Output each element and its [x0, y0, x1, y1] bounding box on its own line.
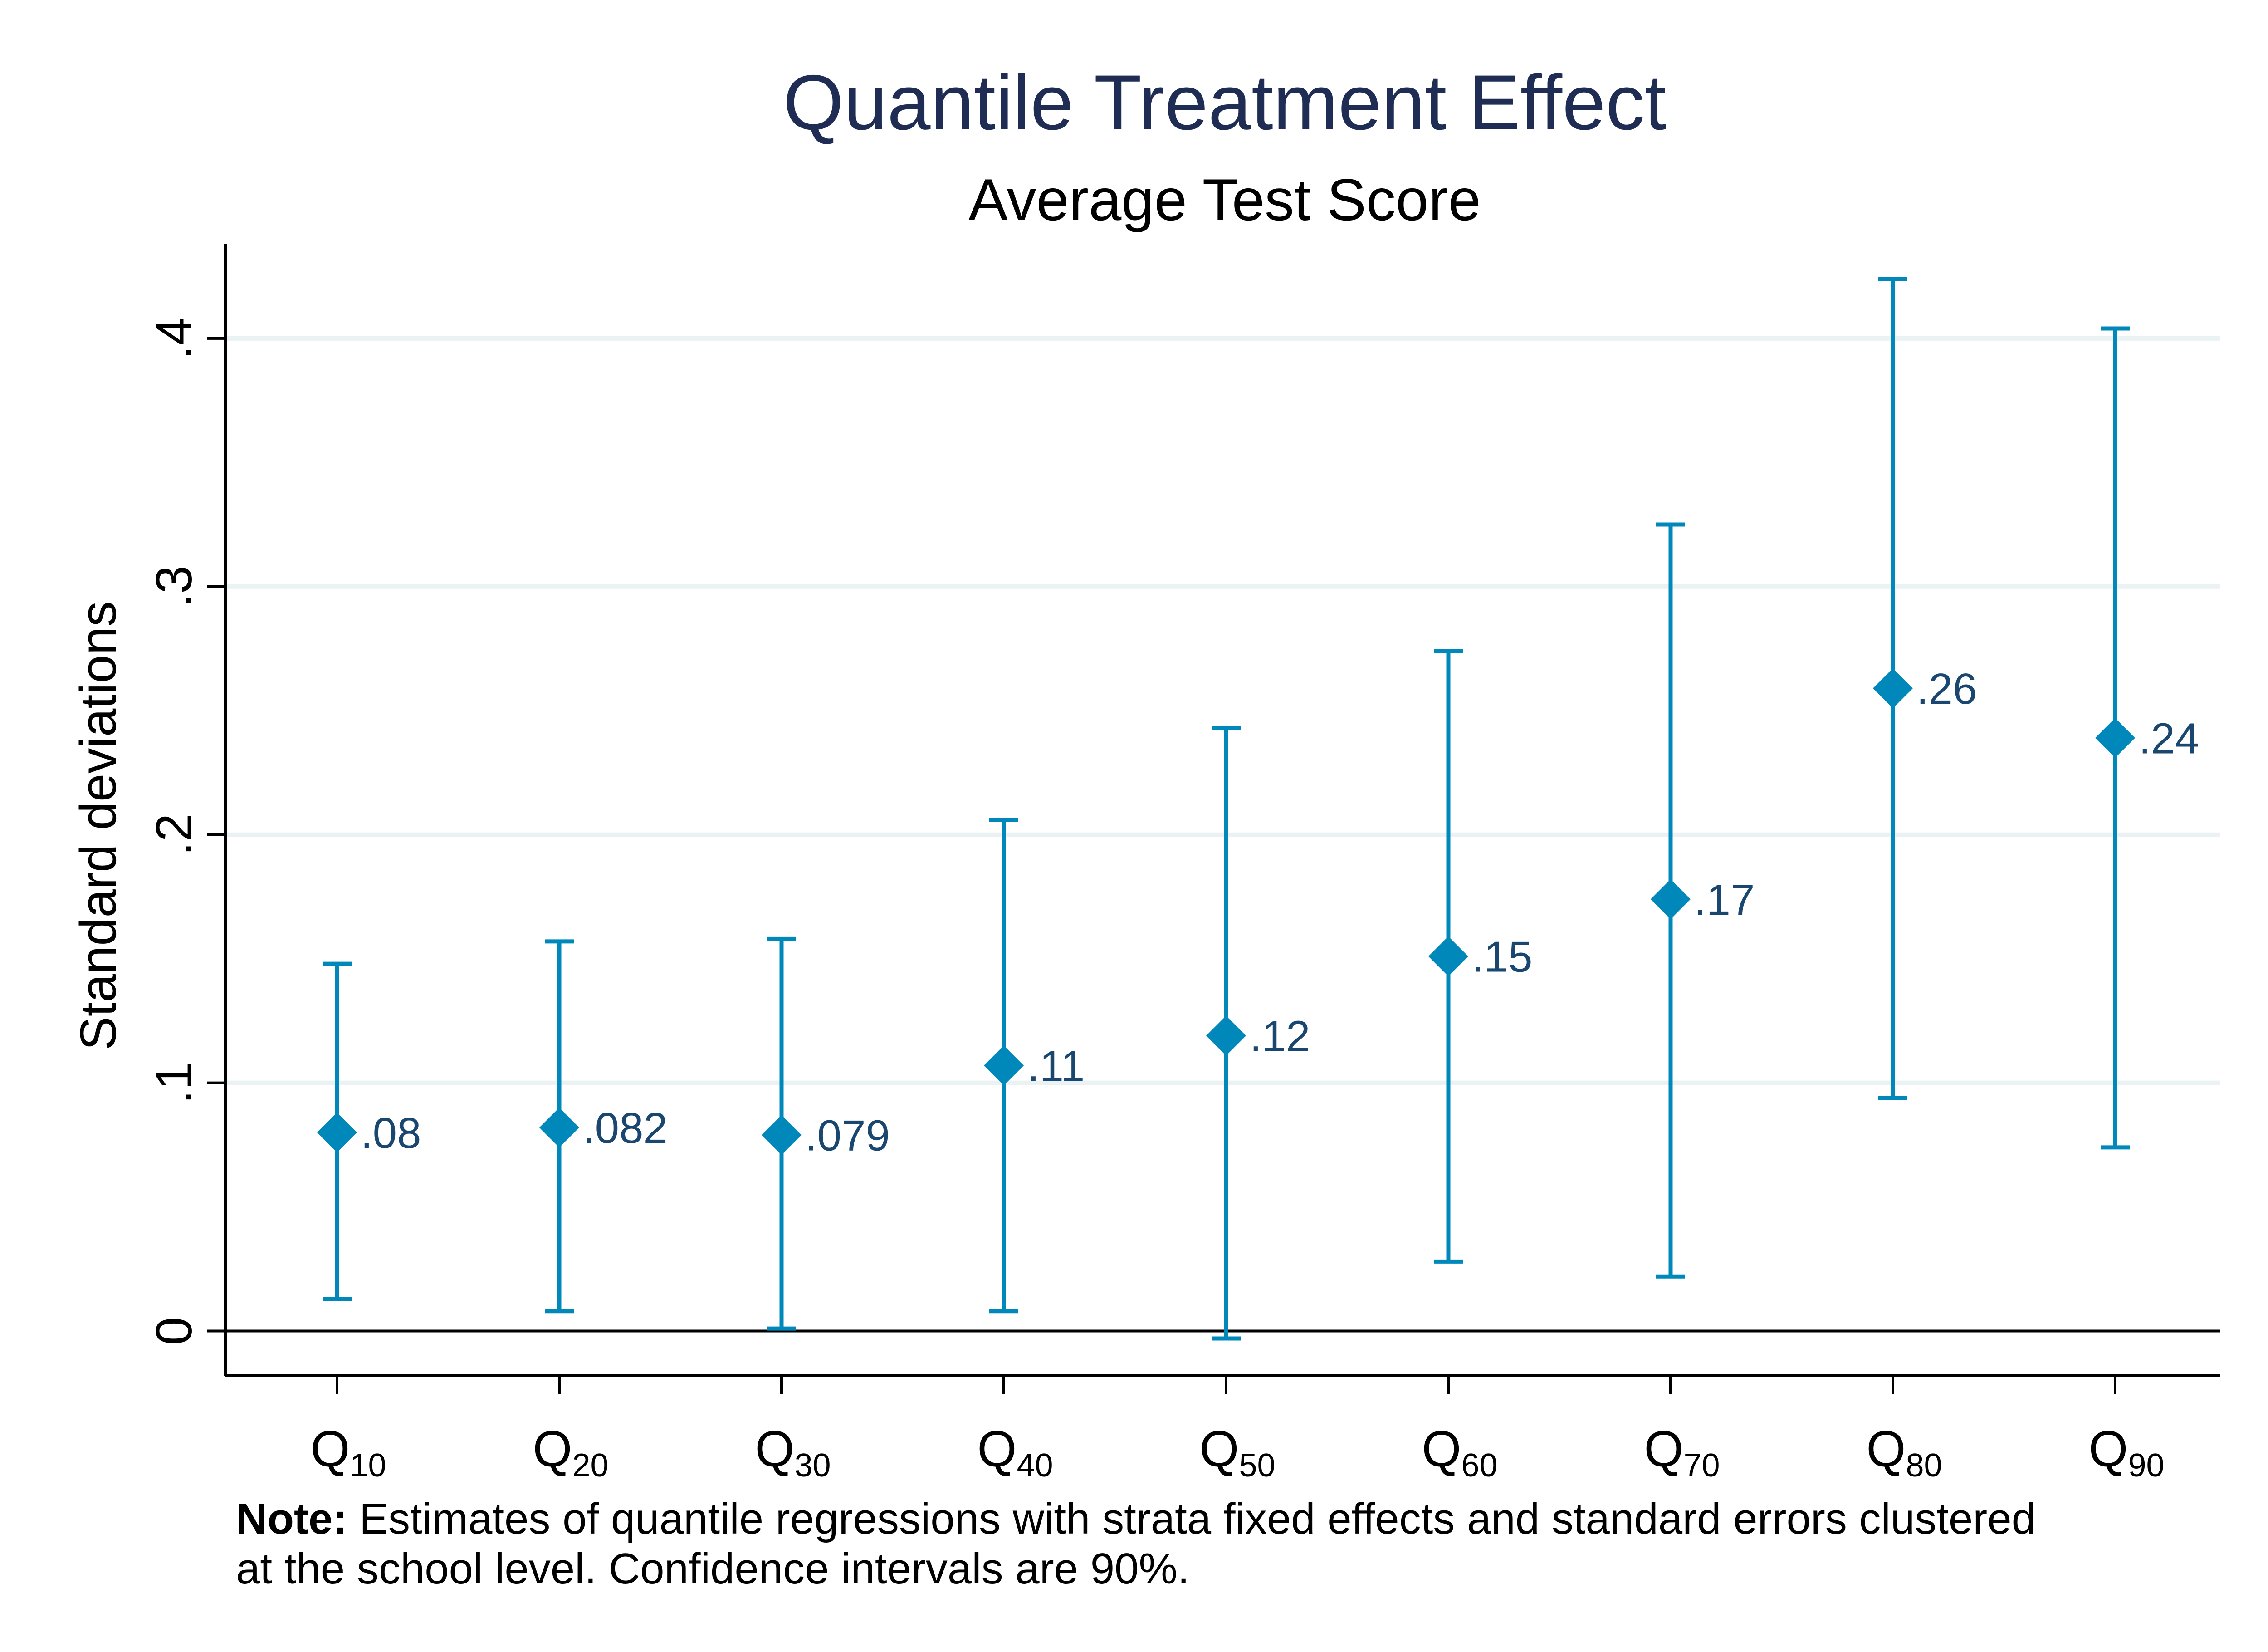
- x-tick-label-base: Q: [1422, 1421, 1461, 1477]
- data-label: .11: [1027, 1042, 1085, 1090]
- chart-subtitle: Average Test Score: [968, 167, 1481, 233]
- data-label: .08: [361, 1109, 421, 1157]
- y-tick-labels: 0 .1 .2 .3 .4: [146, 317, 202, 1345]
- data-label: .079: [805, 1111, 890, 1160]
- data-label: .17: [1694, 876, 1755, 924]
- estimate-marker: [1873, 668, 1913, 709]
- axes: [207, 244, 2220, 1394]
- estimate-marker: [1428, 936, 1468, 976]
- x-tick-label-base: Q: [755, 1421, 794, 1477]
- x-tick-label-subscript: 90: [2128, 1447, 2165, 1484]
- y-tick-label: .4: [146, 317, 202, 359]
- y-tick-label: .3: [146, 565, 202, 608]
- x-tick-label-subscript: 40: [1017, 1447, 1053, 1484]
- data-label: .15: [1472, 933, 1532, 981]
- x-tick-label: Q90: [2088, 1421, 2164, 1484]
- x-tick-label-base: Q: [1199, 1421, 1239, 1477]
- x-tick-labels: Q10 Q20 Q30 Q40 Q50 Q60 Q70 Q80 Q90: [310, 1421, 2164, 1484]
- x-tick-label: Q80: [1866, 1421, 1942, 1484]
- estimate-marker: [1206, 1015, 1246, 1056]
- estimate-marker: [539, 1108, 579, 1148]
- x-tick-label: Q10: [310, 1421, 386, 1484]
- note-text-1: Estimates of quantile regressions with s…: [347, 1495, 2036, 1543]
- x-tick-label-subscript: 20: [572, 1447, 609, 1484]
- x-tick-label-base: Q: [977, 1421, 1017, 1477]
- confidence-intervals: [323, 277, 2130, 1341]
- x-tick-label-subscript: 80: [1906, 1447, 1942, 1484]
- x-tick-label-subscript: 50: [1239, 1447, 1276, 1484]
- y-tick-label: 0: [146, 1317, 202, 1345]
- x-tick-label-base: Q: [1644, 1421, 1683, 1477]
- x-tick-label: Q60: [1422, 1421, 1497, 1484]
- point-estimates: [317, 668, 2135, 1155]
- x-tick-label: Q30: [755, 1421, 831, 1484]
- x-tick-label-subscript: 60: [1461, 1447, 1498, 1484]
- data-label: .082: [583, 1104, 668, 1152]
- x-tick-label-subscript: 30: [795, 1447, 831, 1484]
- note-line-2: at the school level. Confidence interval…: [236, 1544, 1190, 1593]
- data-label: .24: [2139, 714, 2199, 763]
- estimate-marker: [1651, 879, 1691, 919]
- x-tick-label-base: Q: [1866, 1421, 1906, 1477]
- x-tick-label: Q70: [1644, 1421, 1720, 1484]
- x-tick-label-base: Q: [533, 1421, 572, 1477]
- x-tick-label-subscript: 10: [350, 1447, 386, 1484]
- estimate-marker: [317, 1113, 357, 1153]
- y-tick-label: .1: [146, 1062, 202, 1104]
- data-labels: .08 .082 .079 .11 .12 .15 .17 .26 .24: [361, 665, 2199, 1160]
- x-tick-label: Q40: [977, 1421, 1053, 1484]
- estimate-marker: [2095, 718, 2135, 758]
- x-tick-label-subscript: 70: [1684, 1447, 1720, 1484]
- chart-title: Quantile Treatment Effect: [783, 59, 1666, 146]
- x-tick-label: Q50: [1199, 1421, 1275, 1484]
- estimate-marker: [762, 1115, 802, 1155]
- y-tick-label: .2: [146, 814, 202, 856]
- data-label: .26: [1916, 665, 1977, 713]
- x-tick-label-base: Q: [310, 1421, 350, 1477]
- note-bold-prefix: Note:: [236, 1495, 347, 1543]
- estimate-marker: [984, 1045, 1024, 1086]
- x-tick-label: Q20: [533, 1421, 608, 1484]
- y-axis-label: Standard deviations: [70, 601, 127, 1050]
- data-label: .12: [1250, 1012, 1310, 1061]
- note-line-1: Note: Estimates of quantile regressions …: [236, 1495, 2036, 1543]
- gridlines: [225, 336, 2220, 1333]
- x-tick-label-base: Q: [2088, 1421, 2128, 1477]
